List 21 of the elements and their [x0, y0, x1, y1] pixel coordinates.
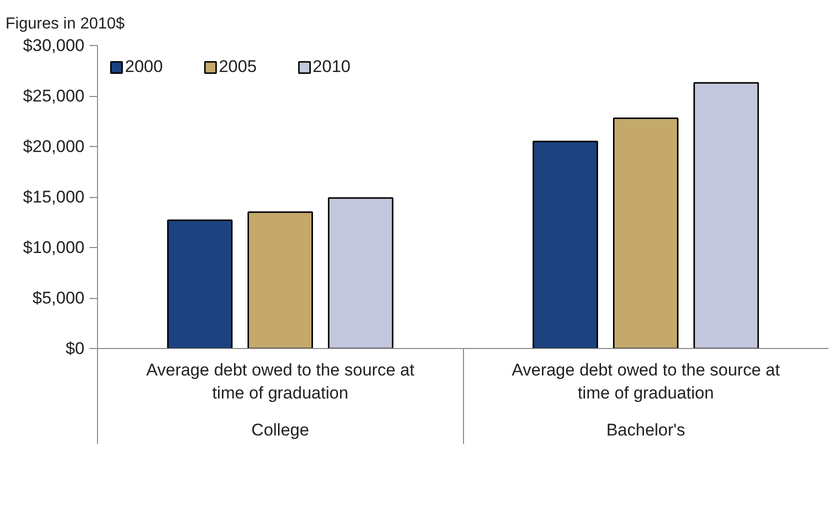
y-tick-label: $30,000	[23, 36, 84, 55]
y-tick-label: $10,000	[23, 238, 84, 257]
bar	[693, 82, 759, 348]
bar	[613, 117, 678, 348]
y-tick-label: $20,000	[23, 137, 84, 156]
bar	[167, 219, 233, 348]
text: Average debt owed to the source at time of graduation	[146, 360, 415, 402]
bar	[248, 211, 313, 348]
bar	[328, 197, 394, 348]
legend-label: 2000	[125, 57, 163, 77]
y-axis-title: Figures in 2010$	[6, 16, 125, 32]
y-tick-label: $0	[66, 339, 85, 358]
y-tick-label: $25,000	[23, 86, 84, 106]
y-tick-label: $5,000	[32, 288, 85, 308]
legend-label: 2010	[312, 57, 350, 77]
x-tick-label: Bachelor's	[606, 420, 686, 440]
legend-label: 2005	[218, 57, 257, 77]
x-tick-label: College	[251, 420, 310, 440]
text: Average debt owed to the source at time of graduation	[512, 360, 780, 402]
bar	[532, 140, 598, 348]
y-tick-label: $15,000	[23, 188, 84, 206]
